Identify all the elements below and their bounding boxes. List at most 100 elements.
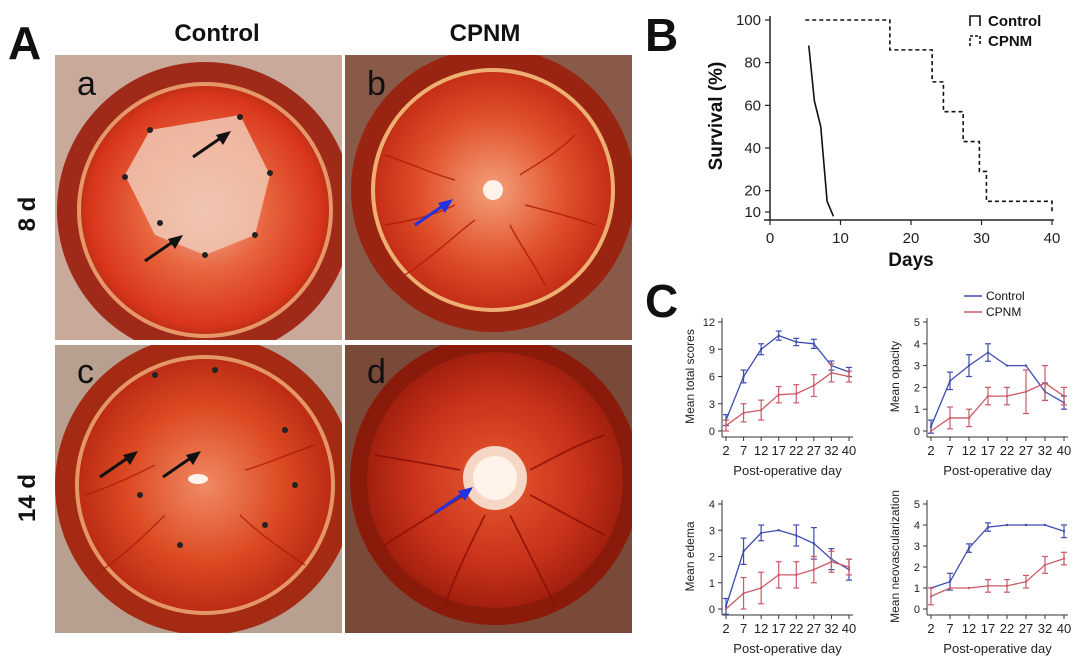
x-tick-label: 0 <box>766 230 774 247</box>
legend-label-control: Control <box>988 13 1041 30</box>
x-tick-label: 22 <box>1000 443 1014 458</box>
data-point-cpnm <box>830 371 833 375</box>
series-line-control <box>725 334 850 421</box>
y-axis-title: Mean neovascularization <box>888 490 902 623</box>
survival-line-control <box>807 45 835 217</box>
data-point-cpnm <box>1024 580 1028 583</box>
x-axis-title: Post-operative day <box>733 463 842 478</box>
y-axis-title: Mean opacity <box>888 341 902 412</box>
data-point-cpnm <box>1005 394 1009 398</box>
column-header-cpnm: CPNM <box>449 20 521 47</box>
x-tick-label: 27 <box>807 621 821 636</box>
y-tick-label: 1 <box>914 583 920 595</box>
subpanel-d-letter: d <box>367 353 386 391</box>
data-point-control <box>1005 523 1009 527</box>
x-axis-title: Days <box>888 250 933 271</box>
data-point-control <box>948 580 952 583</box>
blue-arrow-icon <box>434 487 473 515</box>
x-tick-label: 12 <box>962 443 976 458</box>
data-point-control <box>795 534 798 537</box>
y-tick-label: 20 <box>744 183 761 200</box>
y-tick-label: 0 <box>914 604 920 616</box>
x-tick-label: 20 <box>903 230 920 247</box>
y-tick-label: 3 <box>709 399 715 411</box>
blue-arrow-icon <box>414 199 453 227</box>
x-tick-label: 32 <box>824 443 838 458</box>
series-line-cpnm <box>930 557 1065 597</box>
data-point-control <box>1005 364 1009 367</box>
y-axis-title: Mean total scores <box>683 329 697 424</box>
x-tick-label: 12 <box>754 443 768 458</box>
y-tick-label: 80 <box>744 55 761 72</box>
column-header-control: Control <box>174 20 260 47</box>
x-tick-label: 32 <box>824 621 838 636</box>
x-tick-label: 17 <box>771 443 785 458</box>
data-point-cpnm <box>948 586 952 590</box>
data-point-control <box>759 531 763 535</box>
survival-line-cpnm <box>805 19 1053 212</box>
series-line-cpnm <box>725 561 850 610</box>
y-tick-label: 4 <box>914 520 920 532</box>
x-tick-label: 12 <box>962 621 976 636</box>
data-point-control <box>1024 523 1028 527</box>
subpanel-b-letter: b <box>367 65 386 103</box>
y-tick-label: 2 <box>914 382 920 394</box>
x-tick-label: 17 <box>981 621 995 636</box>
data-point-control <box>759 348 763 351</box>
data-point-cpnm <box>929 595 933 598</box>
x-tick-label: 40 <box>1057 621 1071 636</box>
data-point-cpnm <box>1024 390 1028 393</box>
y-tick-label: 100 <box>736 12 761 29</box>
y-tick-label: 6 <box>709 372 715 384</box>
eye-photo-cpnm-14d: d <box>345 345 632 633</box>
x-axis-title: Post-operative day <box>943 641 1052 656</box>
x-tick-label: 2 <box>722 621 729 636</box>
data-point-cpnm <box>724 607 728 611</box>
legend-label-cpnm: CPNM <box>988 33 1032 50</box>
data-point-cpnm <box>1062 394 1066 398</box>
y-tick-label: 3 <box>914 541 920 553</box>
y-axis-title: Survival (%) <box>706 62 727 171</box>
y-tick-label: 0 <box>709 604 715 616</box>
data-point-control <box>812 542 816 545</box>
y-tick-label: 12 <box>703 317 715 329</box>
data-point-control <box>742 550 745 553</box>
y-tick-label: 3 <box>709 525 715 537</box>
x-tick-label: 7 <box>740 621 747 636</box>
y-tick-label: 60 <box>744 97 761 114</box>
data-point-control <box>777 529 780 532</box>
y-tick-label: 1 <box>709 578 715 590</box>
y-tick-label: 1 <box>914 404 920 416</box>
x-tick-label: 40 <box>842 443 856 458</box>
x-tick-label: 12 <box>754 621 768 636</box>
data-point-cpnm <box>847 375 851 378</box>
series-line-cpnm <box>930 382 1065 432</box>
y-tick-label: 10 <box>744 204 761 221</box>
series-line-control <box>725 529 850 607</box>
y-tick-label: 2 <box>709 552 715 564</box>
panel-b-letter: B <box>645 9 679 61</box>
data-point-cpnm <box>795 573 798 577</box>
data-point-control <box>929 425 933 428</box>
y-tick-label: 9 <box>709 344 715 356</box>
data-point-cpnm <box>967 586 971 590</box>
y-tick-label: 0 <box>709 426 715 438</box>
legend-swatch-control <box>969 15 981 26</box>
x-tick-label: 27 <box>807 443 821 458</box>
y-tick-label: 3 <box>914 361 920 373</box>
x-tick-label: 40 <box>1057 443 1071 458</box>
legend-control-label: Control <box>986 289 1025 303</box>
x-tick-label: 32 <box>1038 621 1052 636</box>
row-header-14d: 14 d <box>14 473 41 523</box>
data-point-control <box>1043 523 1047 527</box>
data-point-cpnm <box>847 565 851 569</box>
data-point-cpnm <box>742 411 745 415</box>
x-tick-label: 2 <box>927 443 934 458</box>
y-tick-label: 5 <box>914 499 920 511</box>
row-header-8d: 8 d <box>14 196 41 232</box>
legend-cpnm-label: CPNM <box>986 305 1021 319</box>
legend-swatch-cpnm <box>969 35 981 46</box>
